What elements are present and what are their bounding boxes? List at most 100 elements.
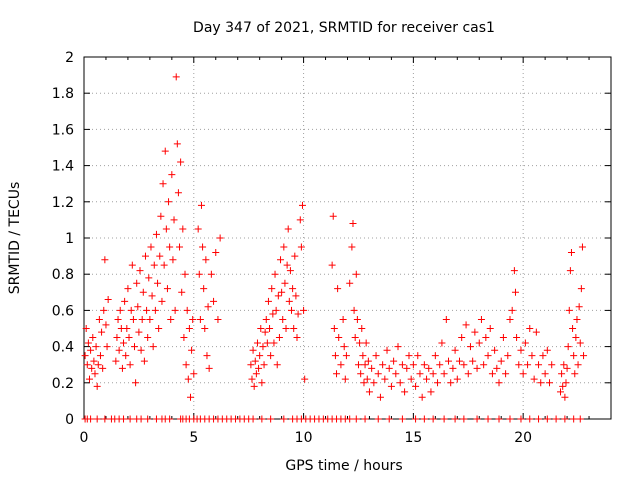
data-point — [414, 352, 422, 360]
data-point — [337, 361, 345, 369]
data-point — [280, 243, 288, 251]
zero-data-point — [87, 415, 95, 423]
zero-data-point — [374, 415, 382, 423]
zero-data-point — [137, 415, 145, 423]
data-point — [151, 306, 159, 314]
data-point — [277, 256, 285, 264]
data-point — [292, 292, 300, 300]
zero-data-point — [361, 415, 369, 423]
data-point — [181, 270, 189, 278]
data-point — [118, 364, 126, 372]
data-point — [334, 285, 342, 293]
data-point — [143, 306, 151, 314]
y-axis-label: SRMTID / TECUs — [7, 182, 23, 295]
data-point — [477, 315, 485, 323]
zero-data-point — [412, 415, 420, 423]
data-point — [147, 243, 155, 251]
data-point — [440, 370, 448, 378]
data-point — [176, 243, 184, 251]
grid-layer — [84, 57, 611, 419]
data-point — [385, 364, 393, 372]
data-point — [103, 343, 111, 351]
data-point — [289, 285, 297, 293]
y-tick-label: 1.2 — [52, 195, 74, 211]
data-point — [101, 256, 109, 264]
data-point — [349, 220, 357, 228]
zero-data-point — [346, 415, 354, 423]
data-point — [203, 352, 211, 360]
data-point — [528, 352, 536, 360]
data-point — [537, 379, 545, 387]
data-point — [572, 334, 580, 342]
data-point — [300, 306, 308, 314]
zero-data-point — [144, 415, 152, 423]
data-point — [291, 252, 299, 260]
data-point — [122, 352, 130, 360]
data-point — [163, 285, 171, 293]
data-point — [449, 364, 457, 372]
data-point — [274, 292, 282, 300]
data-point — [361, 361, 369, 369]
zero-data-point — [473, 415, 481, 423]
zero-data-point — [552, 415, 560, 423]
data-point — [341, 375, 349, 383]
data-point — [200, 285, 208, 293]
data-point — [210, 297, 218, 305]
data-point — [563, 364, 571, 372]
tick-layer: 00.20.40.60.811.21.41.61.820 5 10 15 20 — [52, 50, 612, 446]
data-point — [81, 352, 89, 360]
data-point — [170, 216, 178, 224]
data-point — [127, 306, 135, 314]
data-point — [495, 379, 503, 387]
data-point — [269, 310, 277, 318]
data-point — [370, 379, 378, 387]
data-point — [535, 361, 543, 369]
data-point — [212, 248, 220, 256]
data-point — [252, 370, 260, 378]
zero-data-point — [535, 415, 543, 423]
data-point — [102, 321, 110, 329]
data-point — [95, 315, 103, 323]
data-point — [458, 334, 466, 342]
data-point — [357, 370, 365, 378]
data-point — [578, 243, 586, 251]
data-point — [329, 212, 337, 220]
data-point — [558, 370, 566, 378]
data-point — [194, 225, 202, 233]
data-point — [96, 352, 104, 360]
data-point — [328, 261, 336, 269]
data-point — [515, 361, 523, 369]
data-point — [471, 328, 479, 336]
data-point — [166, 243, 174, 251]
data-point — [120, 339, 128, 347]
zero-data-point — [126, 415, 134, 423]
data-point — [262, 315, 270, 323]
zero-data-point — [385, 415, 393, 423]
zero-data-point — [93, 415, 101, 423]
data-point — [541, 370, 549, 378]
data-point — [92, 343, 100, 351]
data-point — [251, 357, 259, 365]
data-point — [144, 334, 152, 342]
data-point — [133, 279, 141, 287]
data-point — [82, 325, 90, 332]
data-point — [195, 270, 203, 278]
data-point — [259, 343, 267, 351]
data-point — [416, 370, 424, 378]
data-point — [374, 370, 382, 378]
data-point — [387, 382, 395, 390]
data-point — [532, 328, 540, 336]
data-point — [250, 382, 258, 390]
data-point — [148, 292, 156, 300]
data-point — [504, 352, 512, 360]
data-point — [396, 379, 404, 387]
data-point — [146, 315, 154, 323]
data-point — [281, 279, 289, 287]
data-point — [502, 370, 510, 378]
zero-data-point — [280, 415, 288, 423]
y-tick-label: 0.4 — [52, 340, 74, 356]
data-point — [169, 256, 177, 264]
data-point — [524, 361, 532, 369]
data-point — [83, 361, 91, 369]
data-point — [184, 375, 192, 383]
